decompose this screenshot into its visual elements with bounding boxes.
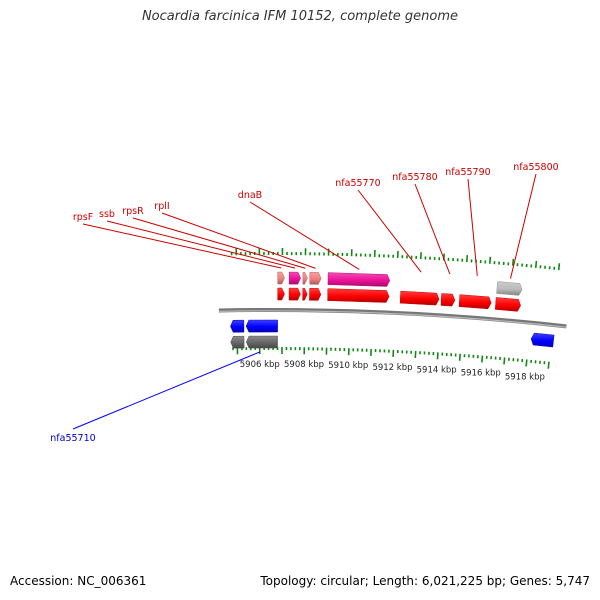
gene-label: nfa55770 [335, 178, 380, 189]
gene-label: rplI [154, 201, 169, 212]
accession-text: Accession: NC_006361 [10, 574, 147, 588]
gene-label: ssb [99, 209, 115, 220]
label-leader [82, 223, 282, 269]
outer-tick [534, 260, 538, 268]
gene-arrow [277, 287, 285, 301]
gene-arrow [327, 288, 390, 303]
inner-tick [525, 359, 528, 367]
gene-label: nfa55800 [513, 162, 558, 173]
label-leader [72, 351, 260, 430]
gene-arrow [309, 288, 322, 301]
kbp-tick-label: 5906 kbp [240, 360, 280, 370]
gene-label: nfa55710 [50, 433, 95, 444]
label-leader [106, 220, 296, 269]
gene-arrow [530, 332, 555, 348]
gene-arrow [230, 319, 245, 333]
gene-label: rpsR [122, 206, 144, 217]
sequence-axis [218, 308, 567, 329]
genome-title: Nocardia farcinica IFM 10152, complete g… [141, 9, 459, 24]
inner-tick [547, 361, 550, 369]
gene-arrow [494, 297, 521, 312]
inner-tick-track [232, 346, 550, 369]
gene-arrow [245, 319, 278, 333]
gene-arrow [458, 294, 492, 310]
inner-tick [481, 355, 484, 363]
outer-tick [488, 256, 492, 264]
label-leader [357, 189, 422, 273]
gene-label: nfa55790 [445, 167, 490, 178]
inner-tick [503, 357, 506, 365]
label-leader [509, 173, 537, 279]
axis-line [218, 308, 567, 329]
kbp-tick-label: 5912 kbp [372, 363, 412, 373]
gene-arrow [288, 271, 301, 285]
gene-arrow [246, 335, 278, 349]
gene-arrow [288, 287, 301, 301]
label-leader-lines [72, 173, 537, 430]
gene-labels: rpsF ssb rpsR rplI dnaB nfa55770 nfa55780 nfa55… [50, 162, 558, 444]
outer-tick [465, 255, 469, 263]
kbp-tick-label: 5916 kbp [461, 368, 501, 378]
outer-tick-track [230, 248, 561, 271]
gene-arrow [277, 271, 285, 285]
kbp-tick-label: 5908 kbp [284, 360, 324, 370]
gene-arrow [230, 335, 245, 349]
label-leader [161, 212, 316, 269]
label-leader [414, 183, 451, 275]
outer-tick [511, 258, 515, 266]
gene-arrow [302, 271, 308, 285]
gene-label: dnaB [238, 190, 262, 201]
label-leader [249, 201, 360, 270]
kbp-tick-label: 5918 kbp [505, 372, 545, 382]
gene-arrow [496, 281, 523, 296]
gene-label: rpsF [73, 212, 93, 223]
inner-tick [458, 353, 461, 361]
gene-arrow [440, 293, 456, 307]
kbp-tick-label: 5914 kbp [417, 365, 457, 375]
gene-label: nfa55780 [392, 172, 437, 183]
outer-tick [557, 263, 561, 271]
axis-highlight [218, 310, 567, 328]
gene-arrow [399, 290, 440, 306]
kbp-tick-labels: 5906 kbp 5908 kbp 5910 kbp 5912 kbp 5914 kbp… [240, 360, 545, 382]
gene-arrow [302, 287, 308, 301]
gene-track [230, 271, 555, 349]
gene-arrow [309, 272, 322, 285]
gene-arrow [327, 272, 391, 287]
kbp-tick-label: 5910 kbp [328, 361, 368, 371]
label-leader [467, 178, 478, 276]
label-leader [132, 217, 306, 269]
topology-text: Topology: circular; Length: 6,021,225 bp… [260, 574, 590, 588]
